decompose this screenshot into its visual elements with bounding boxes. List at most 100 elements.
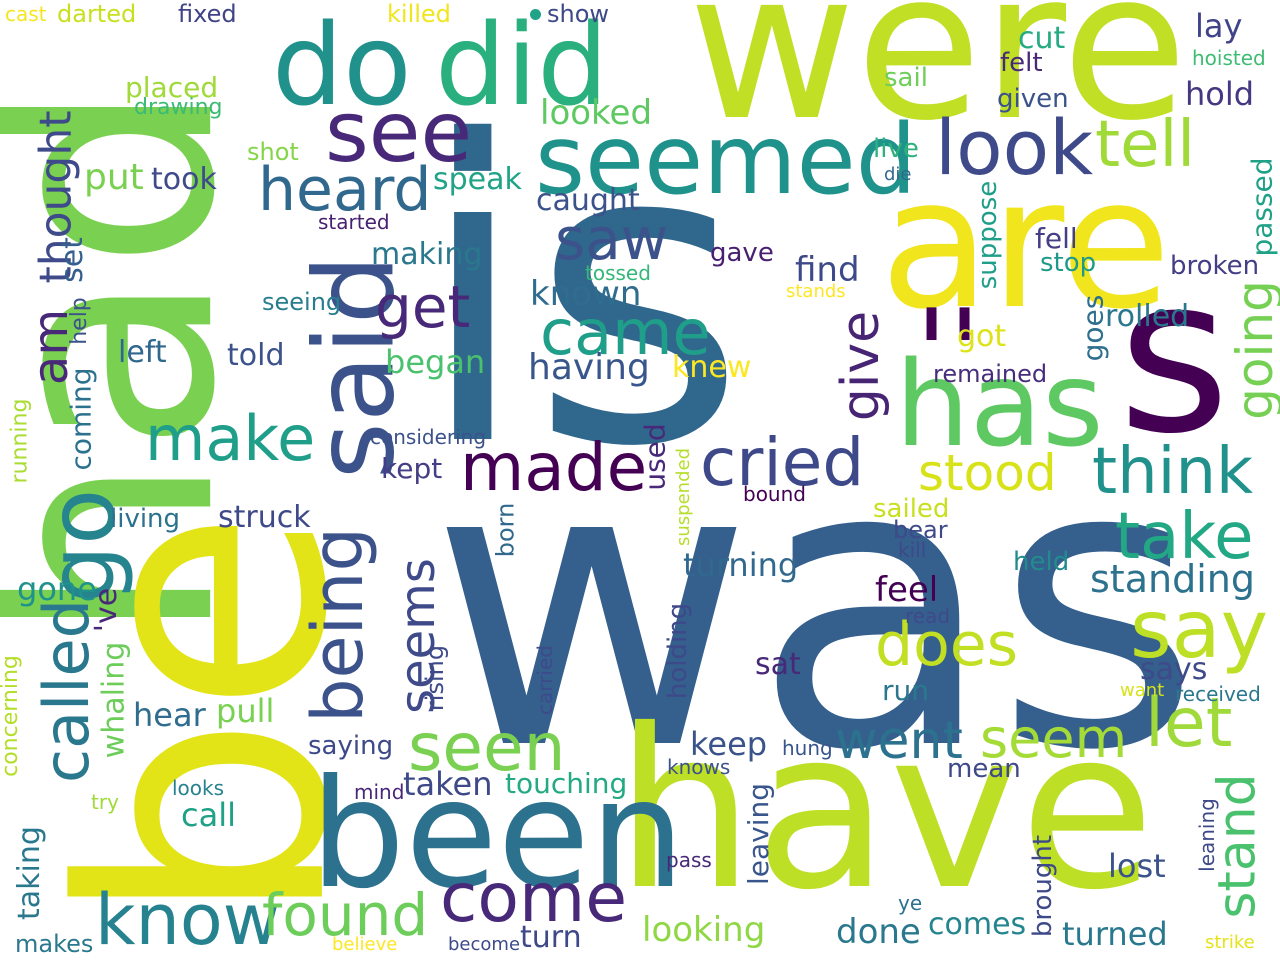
word-remained: remained — [933, 360, 1048, 388]
word-read: read — [905, 604, 951, 628]
word-hold: hold — [1185, 75, 1255, 113]
word-standing: standing — [1090, 557, 1255, 601]
word-keep: keep — [690, 725, 768, 763]
word-try: try — [91, 790, 119, 814]
word-been: been — [310, 748, 685, 922]
word-mind: mind — [354, 780, 405, 804]
word-tell: tell — [1095, 108, 1196, 182]
word-drawing: drawing — [134, 95, 223, 120]
word-took: took — [151, 162, 217, 197]
word-darted: darted — [57, 0, 137, 28]
word-hear: hear — [133, 696, 206, 734]
word-holding: holding — [663, 602, 694, 700]
word-quotes: '' — [915, 285, 981, 424]
word-kept: kept — [381, 452, 443, 485]
word-received: received — [1175, 682, 1261, 706]
word-shot: shot — [247, 138, 299, 166]
word-says: says — [1140, 652, 1208, 687]
word-turn: turn — [520, 920, 582, 955]
word-got: got — [957, 319, 1007, 354]
word-used: used — [638, 423, 672, 491]
word-put: put — [84, 157, 144, 198]
word-strike: strike — [1205, 932, 1255, 953]
word-become: become — [448, 934, 521, 955]
word-make: make — [145, 402, 316, 475]
word-have: have — [615, 682, 1155, 938]
word-fixed: fixed — [178, 0, 237, 28]
word-whaling: whaling — [96, 641, 132, 759]
word-ve: 've — [89, 587, 125, 633]
word-stood: stood — [918, 444, 1057, 502]
word-started: started — [318, 210, 390, 234]
word-brought: brought — [1028, 834, 1059, 938]
word-run: run — [882, 674, 930, 707]
word-gone: gone — [17, 570, 97, 608]
word-see: see — [325, 83, 473, 181]
word-seem: seem — [980, 707, 1128, 770]
word-known: known — [530, 274, 642, 314]
word-tossed: tossed — [585, 261, 651, 285]
word-placed: placed — [125, 71, 219, 104]
word-show: show — [547, 0, 610, 28]
word-does: does — [875, 610, 1018, 680]
word-stands: stands — [786, 281, 846, 302]
word-sail: sail — [884, 63, 928, 93]
word-fell: fell — [1035, 222, 1078, 255]
word-sailed: sailed — [873, 494, 950, 524]
word-knew: knew — [672, 350, 752, 385]
word-are: are — [880, 140, 1172, 349]
word-do: do — [272, 1, 412, 131]
word-born: born — [491, 502, 520, 558]
word-left: left — [118, 335, 167, 370]
word-pass: pass — [666, 848, 712, 872]
word-cast: cast — [5, 2, 47, 26]
word-live: live — [873, 134, 919, 164]
word-find: find — [795, 250, 860, 290]
word-dot — [530, 9, 541, 20]
word-s: s — [1118, 230, 1231, 481]
word-kill: kill — [898, 538, 927, 562]
word-seen: seen — [408, 709, 566, 786]
word-taking: taking — [11, 826, 47, 920]
word-felt: felt — [1000, 48, 1043, 78]
word-rising: rising — [421, 644, 450, 712]
word-carried: carried — [532, 645, 557, 715]
word-knows: knows — [667, 755, 731, 779]
word-broken: broken — [1170, 251, 1260, 281]
word-pull: pull — [216, 692, 275, 730]
word-makes: makes — [15, 930, 94, 958]
word-saying: saying — [308, 731, 394, 761]
word-call: call — [181, 796, 236, 834]
word-seeing: seeing — [262, 288, 342, 316]
word-suspended: suspended — [673, 448, 694, 546]
word-taken: taken — [403, 765, 493, 803]
word-look: look — [935, 103, 1094, 192]
word-leaving: leaving — [742, 782, 776, 886]
word-rolled: rolled — [1105, 299, 1190, 334]
word-went: went — [835, 711, 963, 771]
word-hung: hung — [782, 736, 833, 760]
word-was: was — [430, 377, 1201, 837]
word-seemed: seemed — [535, 104, 917, 216]
word-given: given — [997, 84, 1069, 114]
word-going: going — [1225, 280, 1280, 420]
word-know: know — [95, 879, 280, 960]
word-stop: stop — [1040, 248, 1097, 278]
word-has: has — [895, 335, 1104, 473]
word-think: think — [1092, 435, 1254, 509]
word-mean: mean — [947, 754, 1021, 784]
word-help: help — [66, 297, 92, 345]
word-held: held — [1013, 547, 1070, 577]
word-saw: saw — [555, 205, 669, 273]
word-give: give — [831, 310, 892, 422]
word-turning: turning — [683, 546, 799, 584]
word-believe: believe — [332, 934, 398, 955]
word-heard: heard — [258, 155, 432, 225]
word-lost: lost — [1108, 847, 1166, 885]
word-hoisted: hoisted — [1192, 46, 1266, 70]
word-is: is — [415, 54, 747, 537]
word-living: living — [110, 504, 181, 534]
word-came: came — [540, 296, 711, 369]
word-turned: turned — [1062, 915, 1168, 953]
word-get: get — [375, 273, 471, 341]
